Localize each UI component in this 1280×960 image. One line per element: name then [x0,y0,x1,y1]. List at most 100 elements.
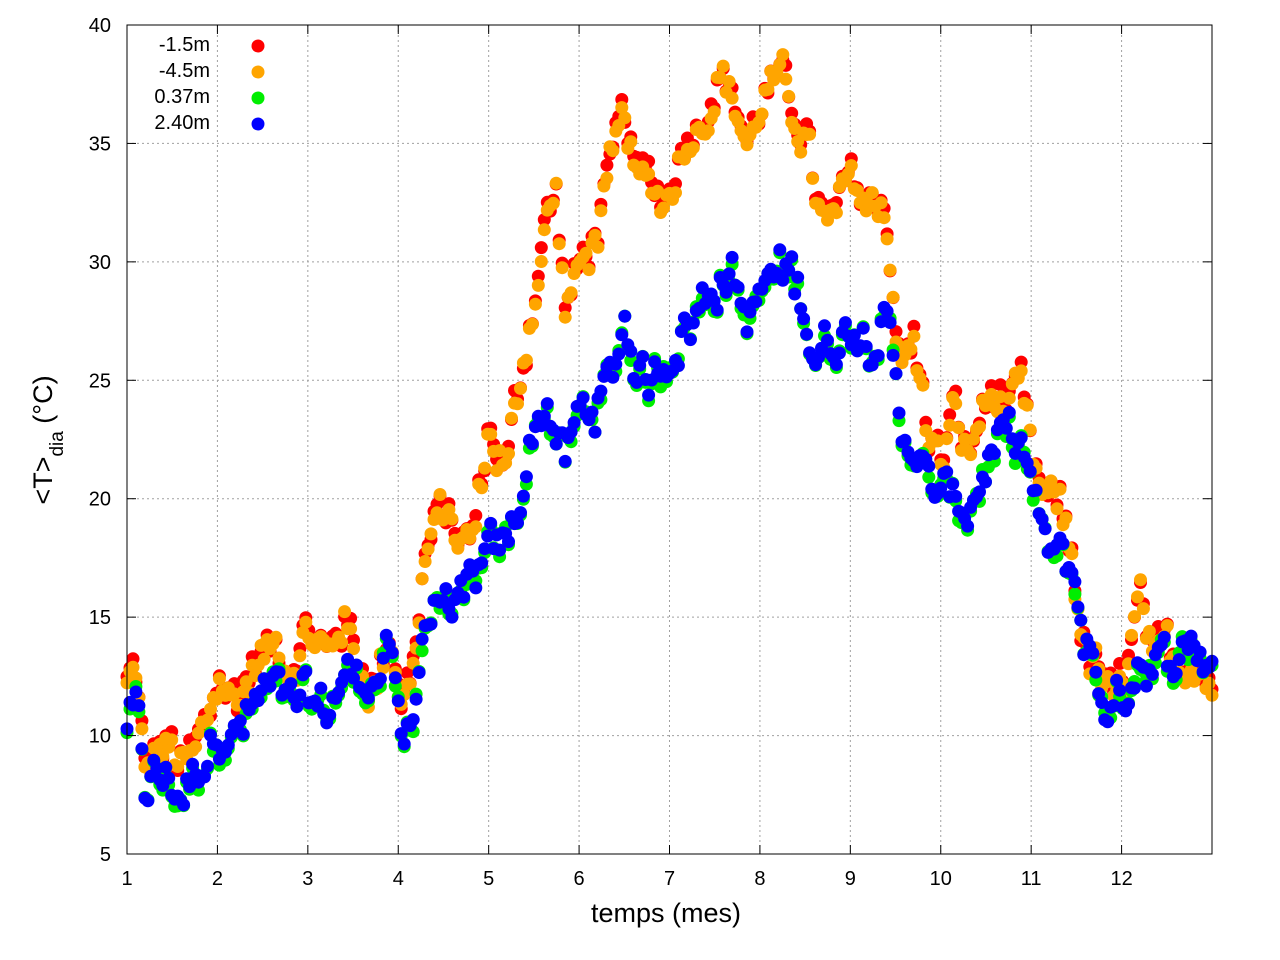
data-point [701,124,715,138]
data-point [1014,431,1028,445]
data-point [618,309,632,323]
x-tick-label: 10 [930,868,952,890]
data-point [877,211,891,225]
data-point [1050,502,1064,516]
data-point [1089,665,1103,679]
data-point [856,321,870,335]
y-tick-label: 25 [89,370,111,392]
data-point [657,201,670,215]
data-point [880,304,894,318]
data-point [135,722,149,736]
data-point [1142,624,1156,638]
data-point [636,350,650,364]
data-point [865,186,879,200]
data-point [445,610,459,624]
data-point [722,267,736,281]
y-axis-label-unit: (°C) [28,375,58,431]
data-point [192,726,205,740]
data-point [993,378,1007,392]
x-tick-label: 7 [664,868,675,890]
data-point [907,329,921,343]
data-point [669,186,682,200]
data-point [1101,715,1115,729]
data-point [949,489,963,503]
data-point [940,465,954,479]
x-tick-label: 8 [754,868,765,890]
data-point [838,316,852,330]
data-point [776,273,790,287]
data-point [731,280,745,294]
data-point [484,516,498,530]
data-point [516,489,530,503]
data-point [743,305,757,319]
legend-label: -1.5m [159,34,210,56]
data-point [1128,610,1141,624]
data-point [987,447,1001,460]
data-point [794,145,808,159]
data-point [412,666,426,679]
data-point [946,477,960,491]
data-point [671,359,685,373]
data-point [299,615,313,629]
data-point [1044,474,1058,488]
data-point [719,285,733,299]
data-point [967,432,980,446]
data-point [949,397,963,411]
data-point [579,246,593,260]
data-point [1113,683,1127,697]
data-point [293,688,307,702]
y-axis-label: <T>dia (°C) [28,375,68,504]
data-point [177,798,191,812]
data-point [606,144,620,158]
data-point [755,107,769,121]
data-point [686,141,700,155]
grid-lines [127,25,1212,854]
y-tick-label: 20 [89,489,111,511]
data-point [433,488,447,501]
data-point [126,660,140,674]
data-point [284,677,298,691]
data-point [537,223,551,237]
data-point [233,714,247,728]
data-point [615,101,629,115]
data-point [293,649,307,663]
x-tick-label: 11 [1021,868,1042,890]
data-point [257,652,271,666]
data-point [725,91,739,105]
data-point [847,328,861,342]
data-point [1071,600,1085,614]
data-point [1074,613,1088,627]
data-point [373,672,387,686]
data-point [263,679,277,693]
data-point [531,278,545,292]
legend-label: -4.5m [159,60,210,82]
data-point [740,325,754,339]
data-point [594,384,608,398]
data-point [198,770,211,784]
data-point [1125,628,1138,642]
data-point [973,485,986,499]
data-point [323,708,337,722]
data-point [558,301,572,315]
data-point [1068,587,1082,601]
data-point [546,196,560,210]
data-point [403,677,417,691]
data-point [421,542,435,556]
data-point [707,105,721,119]
data-point [528,297,542,311]
data-point [129,685,143,699]
data-point [534,255,548,268]
data-point [514,506,527,520]
data-point [236,727,250,741]
data-point [558,454,572,468]
data-point [141,794,155,808]
data-point [1122,697,1135,711]
data-point [642,167,656,181]
data-point [1110,673,1124,687]
data-point [290,700,304,714]
data-point [1086,646,1100,660]
legend-label: 2.40m [154,112,210,134]
data-point [1023,464,1037,478]
data-point [511,397,524,411]
data-point [165,733,179,747]
